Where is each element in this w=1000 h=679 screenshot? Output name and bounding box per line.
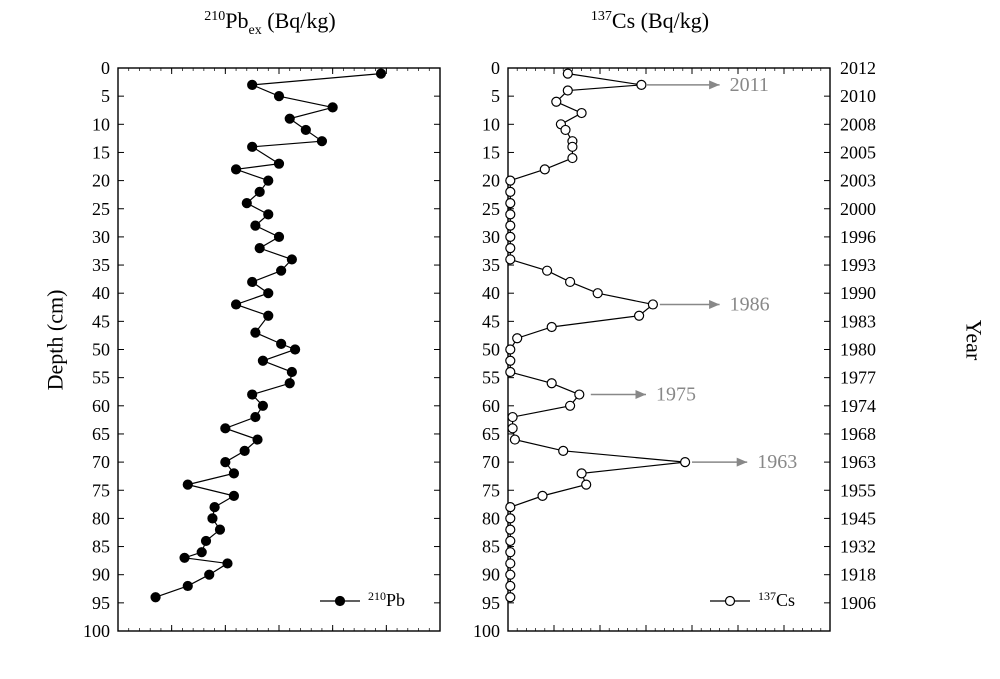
- svg-text:5: 5: [101, 86, 110, 106]
- svg-text:300: 300: [427, 637, 451, 639]
- svg-text:0: 0: [114, 637, 123, 639]
- svg-text:1963: 1963: [757, 451, 797, 473]
- svg-text:1918: 1918: [840, 565, 876, 585]
- depth-axis-label: Depth (cm): [42, 289, 68, 390]
- svg-text:40: 40: [482, 283, 500, 303]
- svg-text:75: 75: [92, 480, 110, 500]
- svg-text:1974: 1974: [840, 396, 876, 416]
- svg-text:50: 50: [92, 340, 110, 360]
- svg-text:1963: 1963: [840, 452, 876, 472]
- cs-panel: 0123456720122010200820052003200019961993…: [470, 60, 900, 639]
- svg-text:60: 60: [92, 396, 110, 416]
- svg-text:137Cs (Bq/kg): 137Cs (Bq/kg): [591, 8, 709, 33]
- svg-text:50: 50: [482, 340, 500, 360]
- svg-text:100: 100: [212, 637, 239, 639]
- svg-text:85: 85: [482, 537, 500, 557]
- svg-text:75: 75: [482, 480, 500, 500]
- svg-text:90: 90: [482, 565, 500, 585]
- left-panel-title: 210Pbex (Bq/kg): [140, 8, 400, 38]
- svg-text:20: 20: [482, 171, 500, 191]
- svg-text:2010: 2010: [840, 86, 876, 106]
- svg-text:2005: 2005: [840, 142, 876, 162]
- svg-text:1945: 1945: [840, 508, 876, 528]
- svg-text:6: 6: [780, 637, 789, 639]
- svg-text:70: 70: [92, 452, 110, 472]
- svg-text:0: 0: [101, 60, 110, 78]
- svg-text:1932: 1932: [840, 537, 876, 557]
- svg-text:95: 95: [92, 593, 110, 613]
- svg-text:35: 35: [482, 255, 500, 275]
- svg-text:85: 85: [92, 537, 110, 557]
- svg-text:100: 100: [473, 621, 500, 639]
- svg-text:1955: 1955: [840, 480, 876, 500]
- svg-text:250: 250: [373, 637, 400, 639]
- svg-text:25: 25: [482, 199, 500, 219]
- svg-text:65: 65: [92, 424, 110, 444]
- svg-text:150: 150: [266, 637, 293, 639]
- svg-text:25: 25: [92, 199, 110, 219]
- svg-text:15: 15: [482, 142, 500, 162]
- svg-text:30: 30: [482, 227, 500, 247]
- svg-text:1993: 1993: [840, 255, 876, 275]
- svg-text:55: 55: [92, 368, 110, 388]
- svg-text:5: 5: [491, 86, 500, 106]
- svg-text:45: 45: [92, 311, 110, 331]
- svg-text:80: 80: [92, 508, 110, 528]
- svg-text:3: 3: [642, 637, 651, 639]
- svg-text:10: 10: [92, 114, 110, 134]
- svg-text:7: 7: [826, 637, 835, 639]
- svg-text:95: 95: [482, 593, 500, 613]
- year-axis-label: Year: [961, 319, 987, 360]
- svg-text:1977: 1977: [840, 368, 876, 388]
- svg-text:90: 90: [92, 565, 110, 585]
- svg-text:40: 40: [92, 283, 110, 303]
- svg-text:0: 0: [504, 637, 513, 639]
- svg-text:80: 80: [482, 508, 500, 528]
- svg-text:1968: 1968: [840, 424, 876, 444]
- svg-text:2008: 2008: [840, 114, 876, 134]
- svg-text:1986: 1986: [730, 293, 770, 315]
- svg-text:1996: 1996: [840, 227, 876, 247]
- svg-text:65: 65: [482, 424, 500, 444]
- figure-container: Depth (cm) Year 210Pbex (Bq/kg) 137Cs (B…: [0, 0, 1000, 679]
- svg-text:30: 30: [92, 227, 110, 247]
- svg-text:10: 10: [482, 114, 500, 134]
- svg-text:1990: 1990: [840, 283, 876, 303]
- pb-panel: 0 50 100 150 200 250 300 0 5 10 15 20 25 30 35 40 45 50 55…: [80, 60, 450, 639]
- svg-text:1983: 1983: [840, 311, 876, 331]
- svg-text:210Pbex (Bq/kg): 210Pbex (Bq/kg): [204, 8, 335, 38]
- svg-text:20: 20: [92, 171, 110, 191]
- svg-text:2000: 2000: [840, 199, 876, 219]
- svg-text:200: 200: [319, 637, 346, 639]
- svg-text:1906: 1906: [840, 593, 876, 613]
- svg-text:45: 45: [482, 311, 500, 331]
- svg-text:2: 2: [596, 637, 605, 639]
- right-panel-title: 137Cs (Bq/kg): [540, 8, 760, 38]
- svg-text:15: 15: [92, 142, 110, 162]
- svg-text:100: 100: [83, 621, 110, 639]
- svg-text:70: 70: [482, 452, 500, 472]
- svg-text:5: 5: [734, 637, 743, 639]
- svg-text:60: 60: [482, 396, 500, 416]
- svg-text:0: 0: [491, 60, 500, 78]
- svg-text:4: 4: [688, 637, 697, 639]
- pb-chart: 0 50 100 150 200 250 300 0 5 10 15 20 25 30 35 40 45 50 55…: [80, 60, 450, 639]
- svg-text:35: 35: [92, 255, 110, 275]
- svg-text:1980: 1980: [840, 340, 876, 360]
- svg-text:55: 55: [482, 368, 500, 388]
- svg-text:1: 1: [550, 637, 559, 639]
- cs-chart: 0123456720122010200820052003200019961993…: [470, 60, 900, 639]
- svg-text:2012: 2012: [840, 60, 876, 78]
- svg-text:2003: 2003: [840, 171, 876, 191]
- svg-text:2011: 2011: [730, 74, 769, 96]
- svg-text:50: 50: [163, 637, 181, 639]
- svg-text:1975: 1975: [656, 384, 696, 406]
